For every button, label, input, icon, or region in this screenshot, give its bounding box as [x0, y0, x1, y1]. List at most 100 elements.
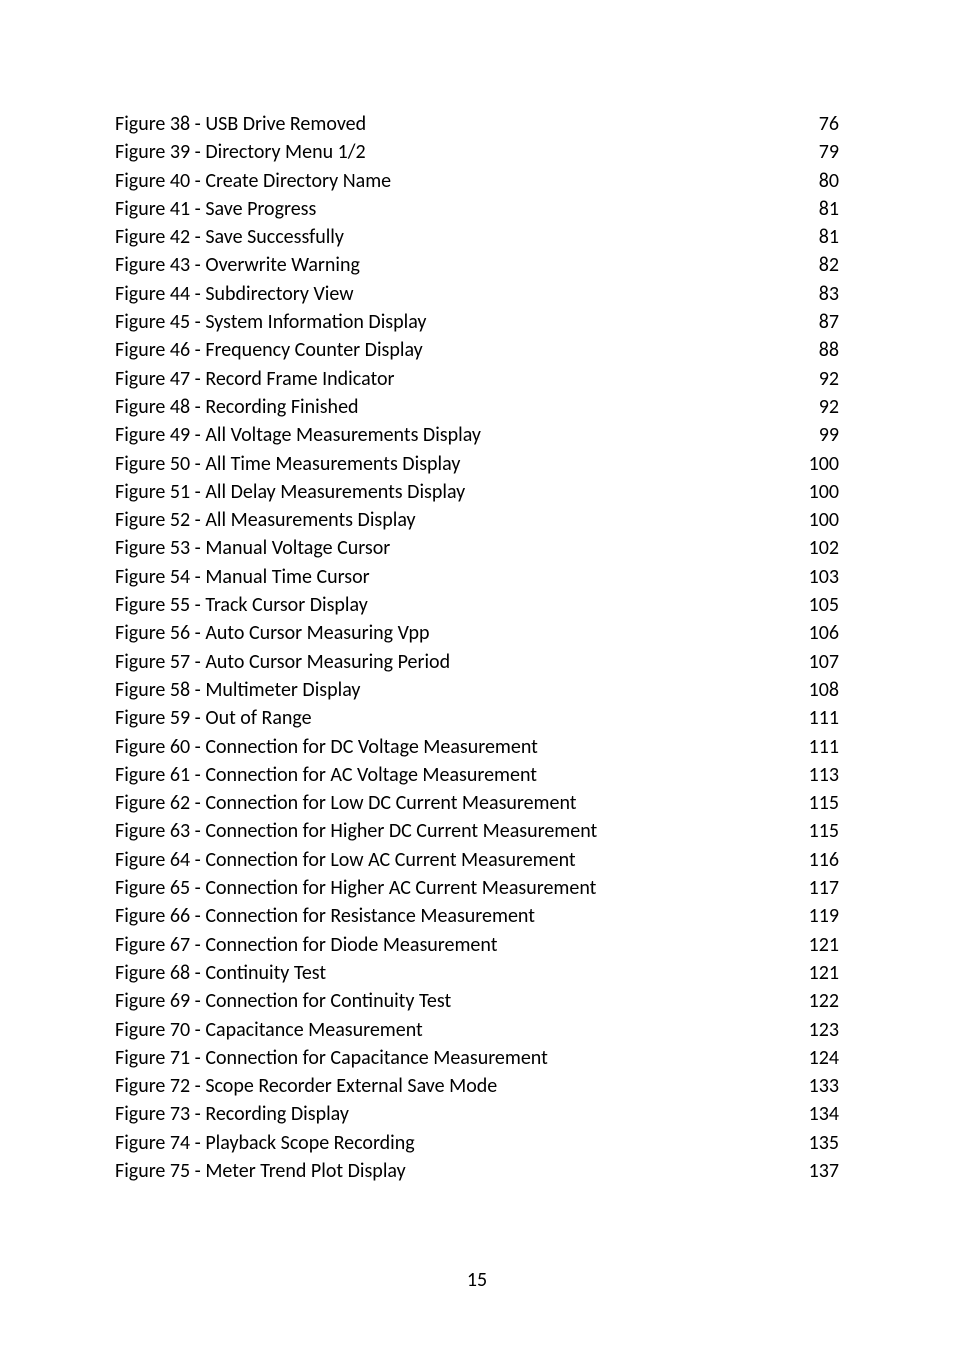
- toc-entry: Figure 40 - Create Directory Name 80: [115, 167, 839, 195]
- toc-entry-page: 106: [809, 619, 839, 647]
- toc-entry-label: Figure 51 - All Delay Measurements Displ…: [115, 478, 465, 506]
- toc-entry: Figure 47 - Record Frame Indicator 92: [115, 365, 839, 393]
- toc-entry-label: Figure 56 - Auto Cursor Measuring Vpp: [115, 619, 429, 647]
- toc-entry-label: Figure 72 - Scope Recorder External Save…: [115, 1072, 497, 1100]
- toc-entry: Figure 59 - Out of Range 111: [115, 704, 839, 732]
- document-page: Figure 38 - USB Drive Removed 76Figure 3…: [0, 0, 954, 1347]
- toc-entry-label: Figure 69 - Connection for Continuity Te…: [115, 987, 451, 1015]
- toc-entry-page: 111: [809, 704, 839, 732]
- toc-entry-label: Figure 74 - Playback Scope Recording: [115, 1129, 415, 1157]
- toc-entry: Figure 56 - Auto Cursor Measuring Vpp 10…: [115, 619, 839, 647]
- toc-entry-page: 88: [819, 336, 839, 364]
- toc-entry: Figure 70 - Capacitance Measurement 123: [115, 1016, 839, 1044]
- toc-entry-page: 122: [809, 987, 839, 1015]
- toc-entry: Figure 60 - Connection for DC Voltage Me…: [115, 733, 839, 761]
- toc-entry-page: 124: [809, 1044, 839, 1072]
- toc-entry-page: 99: [819, 421, 839, 449]
- toc-entry: Figure 43 - Overwrite Warning 82: [115, 251, 839, 279]
- toc-entry-label: Figure 40 - Create Directory Name: [115, 167, 391, 195]
- toc-entry-label: Figure 50 - All Time Measurements Displa…: [115, 450, 460, 478]
- toc-entry: Figure 51 - All Delay Measurements Displ…: [115, 478, 839, 506]
- toc-entry-page: 107: [809, 648, 839, 676]
- toc-entry-label: Figure 61 - Connection for AC Voltage Me…: [115, 761, 537, 789]
- toc-entry-label: Figure 71 - Connection for Capacitance M…: [115, 1044, 548, 1072]
- toc-entry-page: 100: [809, 506, 839, 534]
- toc-entry: Figure 54 - Manual Time Cursor 103: [115, 563, 839, 591]
- toc-entry-page: 123: [809, 1016, 839, 1044]
- toc-entry-page: 80: [819, 167, 839, 195]
- toc-entry-page: 100: [809, 478, 839, 506]
- toc-entry: Figure 45 - System Information Display 8…: [115, 308, 839, 336]
- toc-entry-label: Figure 67 - Connection for Diode Measure…: [115, 931, 497, 959]
- toc-entry: Figure 64 - Connection for Low AC Curren…: [115, 846, 839, 874]
- toc-entry-page: 76: [819, 110, 839, 138]
- toc-entry-label: Figure 45 - System Information Display: [115, 308, 426, 336]
- toc-entry-page: 92: [819, 365, 839, 393]
- toc-entry: Figure 52 - All Measurements Display 100: [115, 506, 839, 534]
- toc-entry-page: 103: [809, 563, 839, 591]
- toc-entry-label: Figure 70 - Capacitance Measurement: [115, 1016, 423, 1044]
- toc-entry-label: Figure 63 - Connection for Higher DC Cur…: [115, 817, 597, 845]
- toc-entry-label: Figure 66 - Connection for Resistance Me…: [115, 902, 535, 930]
- toc-entry: Figure 62 - Connection for Low DC Curren…: [115, 789, 839, 817]
- toc-entry-label: Figure 39 - Directory Menu 1/2: [115, 138, 366, 166]
- toc-entry-label: Figure 73 - Recording Display: [115, 1100, 349, 1128]
- toc-entry-label: Figure 64 - Connection for Low AC Curren…: [115, 846, 576, 874]
- toc-entry: Figure 68 - Continuity Test 121: [115, 959, 839, 987]
- toc-entry-page: 83: [819, 280, 839, 308]
- toc-entry-label: Figure 58 - Multimeter Display: [115, 676, 361, 704]
- toc-entry-label: Figure 48 - Recording Finished: [115, 393, 359, 421]
- toc-entry: Figure 57 - Auto Cursor Measuring Period…: [115, 648, 839, 676]
- toc-entry: Figure 63 - Connection for Higher DC Cur…: [115, 817, 839, 845]
- toc-entry-page: 117: [809, 874, 839, 902]
- toc-entry-label: Figure 47 - Record Frame Indicator: [115, 365, 394, 393]
- toc-entry: Figure 74 - Playback Scope Recording 135: [115, 1129, 839, 1157]
- toc-entry-label: Figure 41 - Save Progress: [115, 195, 316, 223]
- toc-entry-label: Figure 62 - Connection for Low DC Curren…: [115, 789, 577, 817]
- toc-entry-label: Figure 46 - Frequency Counter Display: [115, 336, 423, 364]
- toc-entry-label: Figure 68 - Continuity Test: [115, 959, 326, 987]
- toc-entry-label: Figure 54 - Manual Time Cursor: [115, 563, 370, 591]
- toc-entry-page: 81: [819, 195, 839, 223]
- toc-entry: Figure 49 - All Voltage Measurements Dis…: [115, 421, 839, 449]
- toc-entry-page: 102: [809, 534, 839, 562]
- toc-entry-label: Figure 57 - Auto Cursor Measuring Period: [115, 648, 450, 676]
- toc-entry: Figure 38 - USB Drive Removed 76: [115, 110, 839, 138]
- toc-entry: Figure 72 - Scope Recorder External Save…: [115, 1072, 839, 1100]
- list-of-figures: Figure 38 - USB Drive Removed 76Figure 3…: [115, 110, 839, 1185]
- toc-entry: Figure 58 - Multimeter Display 108: [115, 676, 839, 704]
- toc-entry: Figure 53 - Manual Voltage Cursor 102: [115, 534, 839, 562]
- toc-entry-label: Figure 60 - Connection for DC Voltage Me…: [115, 733, 538, 761]
- toc-entry-page: 116: [809, 846, 839, 874]
- toc-entry-label: Figure 42 - Save Successfully: [115, 223, 344, 251]
- toc-entry: Figure 41 - Save Progress 81: [115, 195, 839, 223]
- toc-entry-page: 79: [819, 138, 839, 166]
- toc-entry-page: 82: [819, 251, 839, 279]
- toc-entry: Figure 65 - Connection for Higher AC Cur…: [115, 874, 839, 902]
- toc-entry: Figure 69 - Connection for Continuity Te…: [115, 987, 839, 1015]
- toc-entry-label: Figure 43 - Overwrite Warning: [115, 251, 360, 279]
- toc-entry: Figure 71 - Connection for Capacitance M…: [115, 1044, 839, 1072]
- toc-entry: Figure 46 - Frequency Counter Display 88: [115, 336, 839, 364]
- toc-entry-page: 113: [809, 761, 839, 789]
- toc-entry: Figure 73 - Recording Display 134: [115, 1100, 839, 1128]
- toc-entry-label: Figure 49 - All Voltage Measurements Dis…: [115, 421, 481, 449]
- toc-entry: Figure 48 - Recording Finished 92: [115, 393, 839, 421]
- toc-entry-page: 137: [809, 1157, 839, 1185]
- toc-entry-page: 115: [809, 789, 839, 817]
- toc-entry-page: 108: [809, 676, 839, 704]
- toc-entry-page: 81: [819, 223, 839, 251]
- toc-entry-page: 121: [809, 959, 839, 987]
- toc-entry: Figure 66 - Connection for Resistance Me…: [115, 902, 839, 930]
- toc-entry-label: Figure 75 - Meter Trend Plot Display: [115, 1157, 406, 1185]
- toc-entry-page: 100: [809, 450, 839, 478]
- toc-entry: Figure 44 - Subdirectory View 83: [115, 280, 839, 308]
- toc-entry-label: Figure 55 - Track Cursor Display: [115, 591, 368, 619]
- toc-entry-page: 87: [819, 308, 839, 336]
- toc-entry-page: 105: [809, 591, 839, 619]
- toc-entry-page: 119: [809, 902, 839, 930]
- toc-entry: Figure 55 - Track Cursor Display 105: [115, 591, 839, 619]
- toc-entry-label: Figure 38 - USB Drive Removed: [115, 110, 366, 138]
- toc-entry-label: Figure 44 - Subdirectory View: [115, 280, 354, 308]
- toc-entry: Figure 39 - Directory Menu 1/2 79: [115, 138, 839, 166]
